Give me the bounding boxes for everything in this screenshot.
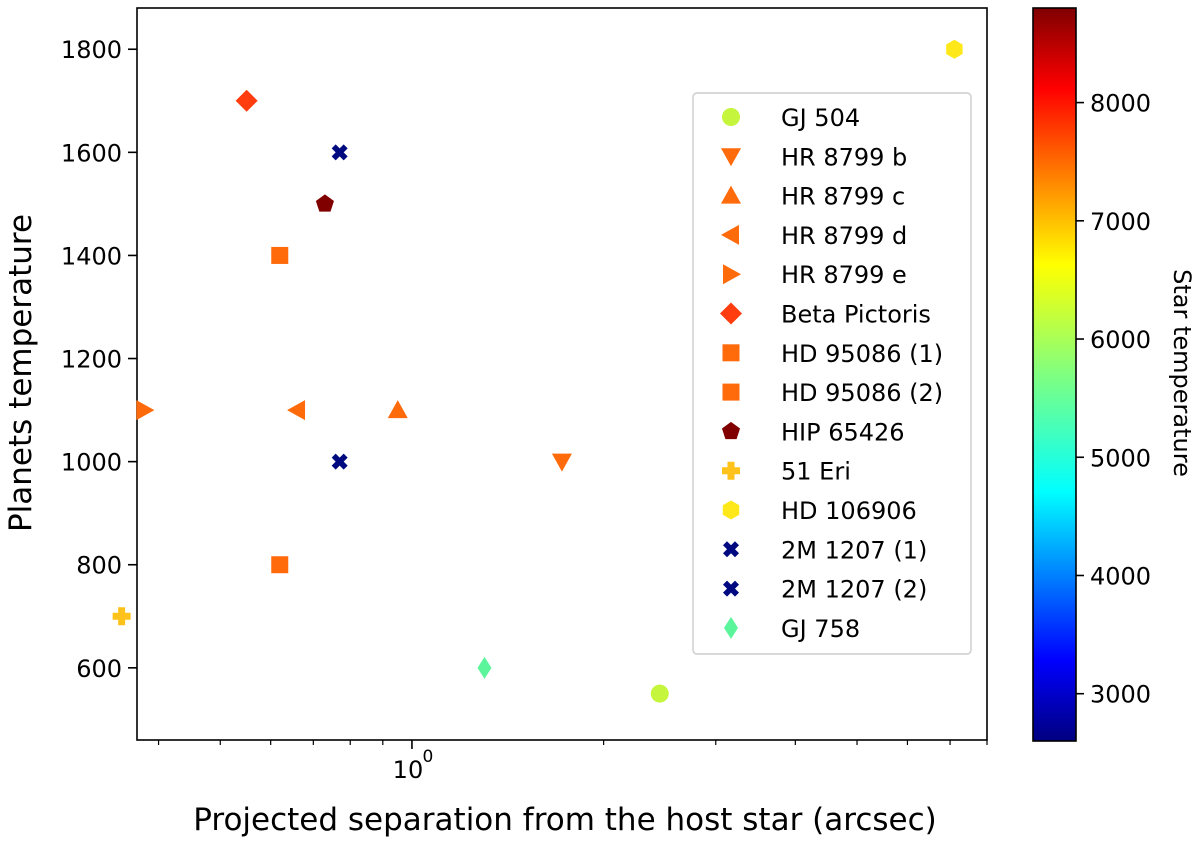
- data-point-hr-8799-b: [551, 453, 572, 472]
- data-point-gj-504: [650, 684, 669, 703]
- y-tick-label: 1600: [61, 139, 122, 167]
- y-tick-label: 1800: [61, 36, 122, 64]
- legend-label: HD 106906: [781, 497, 917, 525]
- y-tick-label: 600: [76, 655, 122, 683]
- legend-label: Beta Pictoris: [781, 301, 931, 329]
- plot-area: 600 800 1000 1200 1400 1600 1800 10 0: [61, 7, 988, 784]
- data-point-gj-758: [477, 656, 492, 679]
- legend-marker: [722, 383, 740, 401]
- legend-marker: [722, 461, 740, 480]
- colorbar-label: Star temperature: [1168, 269, 1196, 477]
- legend-label: HR 8799 c: [781, 183, 905, 211]
- legend-marker: [723, 264, 741, 285]
- legend-label: GJ 504: [781, 104, 860, 132]
- data-point-beta-pictoris: [235, 89, 258, 112]
- data-point-hd-95086-2: [271, 556, 289, 574]
- legend-label: HD 95086 (2): [781, 379, 943, 407]
- legend-label: HR 8799 d: [781, 222, 907, 250]
- y-tick-label: 1200: [61, 346, 122, 374]
- data-point-hr-8799-e: [136, 400, 155, 421]
- data-point-2m-1207-2: [331, 453, 348, 470]
- data-point-hd-106906: [946, 39, 963, 59]
- legend-marker: [721, 185, 741, 204]
- x-tick-exponent: 0: [423, 747, 434, 767]
- legend-label: GJ 758: [781, 615, 860, 643]
- data-point-hr-8799-d: [287, 400, 306, 421]
- colorbar-tick-label: 6000: [1090, 326, 1151, 354]
- y-tick-label: 1400: [61, 242, 122, 270]
- colorbar-tick-label: 4000: [1090, 562, 1151, 590]
- colorbar-gradient: [1033, 8, 1076, 741]
- legend-marker: [720, 302, 742, 325]
- legend-marker: [724, 616, 738, 639]
- colorbar-tick-label: 8000: [1090, 90, 1151, 118]
- legend-label: HD 95086 (1): [781, 340, 943, 368]
- colorbar-frame: [1032, 7, 1077, 742]
- plot-frame: [136, 7, 988, 741]
- legend-marker: [721, 421, 741, 440]
- legend-marker: [721, 148, 741, 167]
- legend-marker: [722, 108, 740, 126]
- colorbar-tick-label: 7000: [1090, 208, 1151, 236]
- legend-label: 2M 1207 (2): [781, 576, 927, 604]
- legend-box: [692, 92, 972, 655]
- data-point-hip-65426: [315, 194, 334, 212]
- data-point-hr-8799-c: [387, 400, 408, 419]
- data-point-51-eri: [112, 607, 131, 626]
- legend-label: 2M 1207 (1): [781, 536, 927, 564]
- legend-marker: [723, 541, 739, 558]
- legend-marker: [723, 580, 739, 597]
- y-tick-label: 1000: [61, 449, 122, 477]
- x-tick-label: 10: [393, 756, 424, 784]
- x-axis-label: Projected separation from the host star …: [193, 802, 937, 838]
- colorbar-tick-label: 3000: [1090, 681, 1151, 709]
- legend-label: HIP 65426: [781, 418, 905, 446]
- colorbar: 3000 4000 5000 6000 7000 8000: [1032, 7, 1151, 742]
- data-point-hd-95086-1: [271, 246, 289, 264]
- legend-label: HR 8799 e: [781, 261, 907, 289]
- colorbar-tick-label: 5000: [1090, 444, 1151, 472]
- y-tick-label: 800: [76, 552, 122, 580]
- data-point-2m-1207-1: [331, 144, 348, 161]
- legend-marker: [721, 224, 739, 245]
- legend-label: HR 8799 b: [781, 143, 907, 171]
- y-axis-label: Planets temperature: [3, 214, 39, 532]
- legend-marker: [722, 500, 740, 520]
- legend-marker: [722, 344, 740, 362]
- legend-label: 51 Eri: [781, 458, 851, 486]
- legend: GJ 504 HR 8799 b HR 8799 c HR 8799 d HR 8799…: [692, 92, 972, 655]
